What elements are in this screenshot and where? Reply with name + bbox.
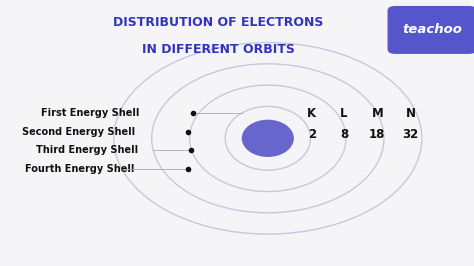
Text: M: M	[372, 107, 383, 119]
Text: N: N	[405, 107, 416, 119]
Text: Third Energy Shell: Third Energy Shell	[36, 145, 138, 155]
Text: DISTRIBUTION OF ELECTRONS: DISTRIBUTION OF ELECTRONS	[113, 16, 323, 29]
Text: Second Energy Shell: Second Energy Shell	[22, 127, 135, 137]
Text: 18: 18	[369, 128, 385, 141]
Text: 8: 8	[340, 128, 348, 141]
Text: 2: 2	[308, 128, 316, 141]
Text: K: K	[307, 107, 317, 119]
Text: 32: 32	[402, 128, 419, 141]
FancyBboxPatch shape	[388, 7, 474, 53]
Text: IN DIFFERENT ORBITS: IN DIFFERENT ORBITS	[142, 43, 294, 56]
Text: Fourth Energy Shell: Fourth Energy Shell	[25, 164, 135, 174]
Text: teachoo: teachoo	[402, 23, 462, 36]
Ellipse shape	[242, 120, 294, 157]
Text: First Energy Shell: First Energy Shell	[41, 108, 140, 118]
Text: L: L	[340, 107, 348, 119]
